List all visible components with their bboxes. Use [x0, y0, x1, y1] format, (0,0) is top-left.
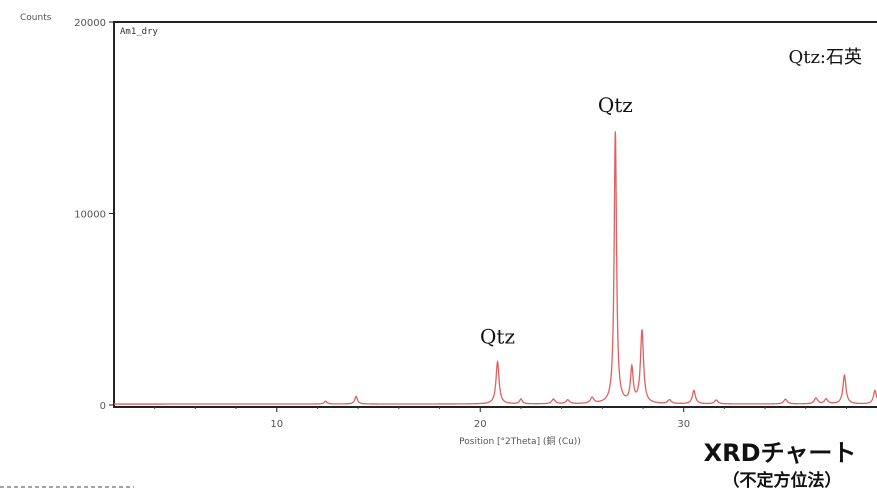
- peak-annotation-label: Qtz: [598, 93, 633, 117]
- legend-note: Qtz:石英: [788, 47, 862, 68]
- x-tick-label: 10: [270, 419, 283, 430]
- y-tick-label: 10000: [74, 210, 106, 221]
- plot-frame: [113, 21, 877, 408]
- chart-caption-title: XRDチャート: [704, 439, 857, 467]
- series-name-label: Am1_dry: [120, 27, 159, 37]
- peak-annotations: Qtz Qtz: [480, 93, 633, 349]
- y-tick-label: 20000: [74, 18, 106, 29]
- series-line: [114, 131, 877, 405]
- x-tick-label: 30: [677, 419, 690, 430]
- x-axis-label: Position [°2Theta] (銅 (Cu)): [459, 435, 581, 447]
- x-tick-label: 20: [474, 419, 487, 430]
- peak-annotation-label: Qtz: [480, 325, 515, 349]
- axis-ticks: 0 10000 20000 10 20 30: [74, 18, 847, 430]
- y-axis-label: Counts: [20, 13, 52, 23]
- y-tick-label: 0: [100, 401, 106, 412]
- chart-caption-subtitle: （不定方位法）: [723, 470, 842, 491]
